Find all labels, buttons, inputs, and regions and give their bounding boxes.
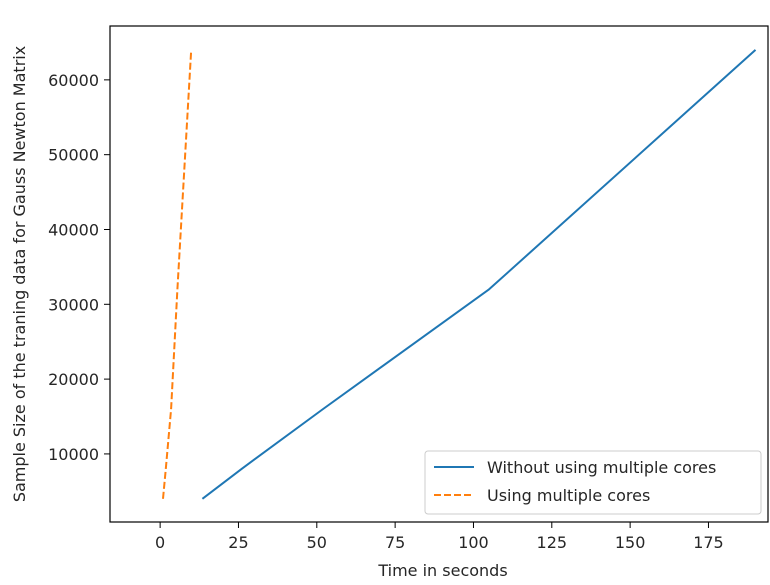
legend: Without using multiple cores Using multi… bbox=[424, 450, 762, 515]
y-axis: 10000 20000 30000 40000 50000 60000 bbox=[48, 71, 110, 464]
x-tick-label: 125 bbox=[537, 533, 568, 552]
x-tick-label: 75 bbox=[385, 533, 405, 552]
y-tick-label: 10000 bbox=[48, 445, 99, 464]
plot-frame bbox=[109, 25, 769, 523]
x-tick-label: 100 bbox=[458, 533, 489, 552]
x-tick-label: 25 bbox=[228, 533, 248, 552]
x-tick-label: 150 bbox=[615, 533, 646, 552]
legend-label-without-multiple-cores: Without using multiple cores bbox=[487, 458, 716, 477]
y-tick-label: 50000 bbox=[48, 146, 99, 165]
x-tick-label: 175 bbox=[693, 533, 724, 552]
x-tick-label: 0 bbox=[155, 533, 165, 552]
x-axis: 0 25 50 75 100 125 150 175 bbox=[155, 522, 724, 552]
y-tick-label: 60000 bbox=[48, 71, 99, 90]
legend-box bbox=[424, 450, 762, 515]
y-tick-label: 40000 bbox=[48, 220, 99, 239]
y-tick-label: 20000 bbox=[48, 370, 99, 389]
series-layer bbox=[162, 49, 757, 500]
series-line-using-multiple-cores bbox=[162, 49, 193, 499]
x-tick-label: 50 bbox=[307, 533, 327, 552]
y-tick-label: 30000 bbox=[48, 295, 99, 314]
series-line-without-multiple-cores bbox=[201, 49, 757, 500]
y-axis-title: Sample Size of the traning data for Gaus… bbox=[10, 46, 29, 502]
x-axis-title: Time in seconds bbox=[377, 561, 507, 580]
legend-label-using-multiple-cores: Using multiple cores bbox=[487, 486, 650, 505]
